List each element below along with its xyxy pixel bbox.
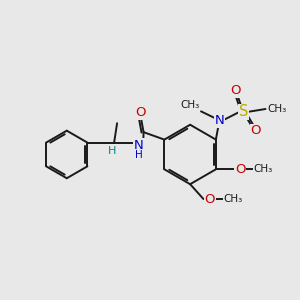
Text: CH₃: CH₃: [253, 164, 273, 174]
Text: CH₃: CH₃: [223, 194, 242, 204]
Text: H: H: [135, 150, 143, 160]
Text: O: O: [230, 84, 241, 98]
Text: N: N: [214, 114, 224, 127]
Text: O: O: [235, 163, 245, 176]
Text: H: H: [108, 146, 116, 156]
Text: S: S: [238, 104, 248, 119]
Text: O: O: [205, 193, 215, 206]
Text: CH₃: CH₃: [180, 100, 200, 110]
Text: N: N: [134, 139, 144, 152]
Text: O: O: [250, 124, 261, 137]
Text: CH₃: CH₃: [267, 104, 286, 114]
Text: O: O: [135, 106, 146, 119]
